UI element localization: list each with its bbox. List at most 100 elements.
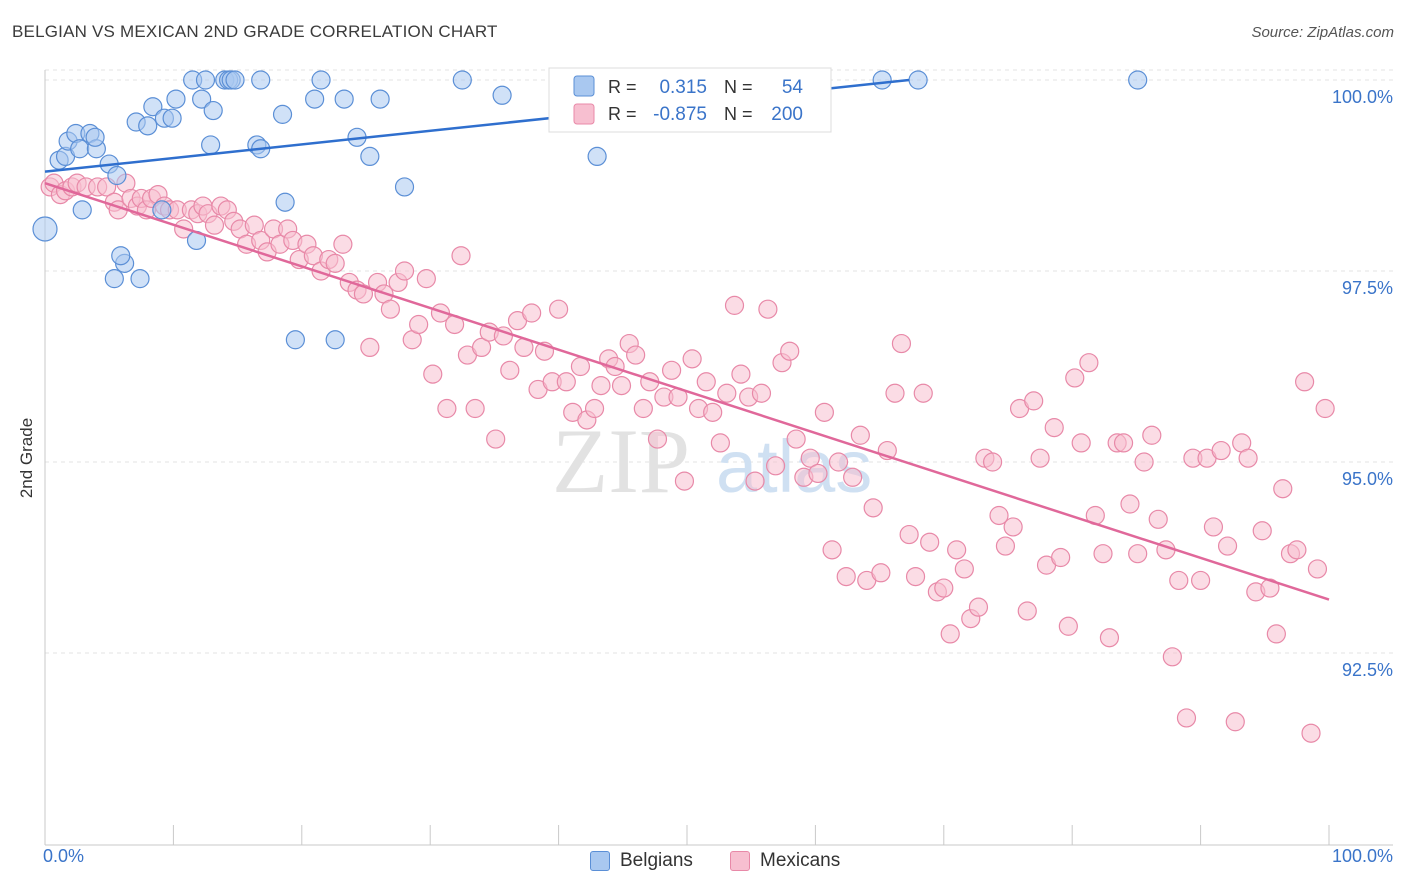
belgian-point bbox=[370, 89, 390, 109]
mexican-point bbox=[758, 299, 778, 319]
mexican-point bbox=[1024, 391, 1044, 411]
y-tick-label: 97.5% bbox=[1342, 278, 1393, 298]
y-tick-labels: 92.5% 95.0% 97.5% 100.0% bbox=[1332, 87, 1393, 680]
mexican-point bbox=[437, 398, 457, 419]
belgian-point bbox=[492, 85, 512, 105]
mexican-point bbox=[940, 624, 960, 644]
legend-label-mexicans: Mexicans bbox=[760, 850, 841, 871]
mexican-points bbox=[40, 173, 1335, 743]
belgian-point bbox=[85, 127, 105, 147]
mexican-point bbox=[1003, 517, 1023, 537]
y-tick-label: 95.0% bbox=[1342, 469, 1393, 489]
mexican-point bbox=[1169, 570, 1189, 591]
legend-mexican-n-value: 200 bbox=[771, 104, 803, 125]
belgian-point bbox=[152, 200, 172, 220]
belgian-point bbox=[72, 200, 92, 220]
mexican-point bbox=[1307, 559, 1328, 579]
mexican-point bbox=[661, 360, 682, 380]
mexican-point bbox=[913, 383, 933, 403]
axes bbox=[44, 70, 1393, 846]
mexican-point bbox=[1128, 544, 1148, 564]
belgian-point bbox=[275, 192, 295, 212]
mexican-point bbox=[836, 566, 856, 587]
mexican-point bbox=[745, 471, 765, 491]
x-tick-label-max: 100.0% bbox=[1332, 846, 1393, 866]
mexican-point bbox=[947, 540, 967, 560]
belgian-point bbox=[70, 139, 90, 159]
mexican-point bbox=[1148, 509, 1168, 529]
mexican-point bbox=[1273, 479, 1293, 499]
belgian-point bbox=[325, 330, 345, 350]
mexican-point bbox=[982, 452, 1003, 472]
belgian-point bbox=[225, 70, 245, 90]
mexican-point bbox=[333, 234, 353, 254]
legend-bottom: Belgians Mexicans bbox=[0, 850, 1406, 880]
legend-belgian-n-label: N = bbox=[724, 77, 753, 97]
belgian-point bbox=[203, 100, 223, 121]
legend-item-mexicans[interactable]: Mexicans bbox=[730, 850, 840, 872]
legend-top: R = 0.315 N = 54 R = -0.875 N = 200 bbox=[548, 67, 832, 133]
mexican-point bbox=[995, 536, 1016, 556]
belgian-point bbox=[130, 269, 150, 289]
belgian-point bbox=[111, 246, 131, 266]
mexican-point bbox=[905, 566, 926, 587]
mexican-point bbox=[1211, 440, 1231, 461]
mexican-point bbox=[863, 498, 883, 518]
mexican-point bbox=[204, 215, 225, 235]
mexican-point bbox=[1266, 624, 1286, 644]
mexican-point bbox=[934, 578, 954, 598]
mexican-point bbox=[968, 597, 989, 617]
watermark: ZIP atlas bbox=[552, 410, 872, 512]
mexican-point bbox=[522, 303, 542, 323]
belgian-point bbox=[162, 108, 182, 128]
mexican-point bbox=[1044, 418, 1064, 438]
mexican-point bbox=[633, 398, 653, 419]
belgian-point bbox=[394, 177, 415, 197]
mexican-point bbox=[1225, 712, 1245, 732]
mexican-point bbox=[416, 269, 436, 289]
mexican-point bbox=[843, 467, 863, 487]
mexican-point bbox=[1058, 616, 1078, 636]
belgian-point bbox=[107, 165, 127, 186]
belgian-point bbox=[195, 70, 216, 90]
belgian-point bbox=[285, 330, 305, 350]
mexican-point bbox=[751, 383, 772, 403]
mexican-point bbox=[786, 429, 806, 449]
belgian-point bbox=[334, 89, 354, 109]
mexican-point bbox=[891, 333, 912, 354]
mexican-point bbox=[325, 253, 345, 273]
mexican-point bbox=[548, 299, 569, 319]
belgian-point bbox=[104, 269, 124, 289]
legend-mexican-r-value: -0.875 bbox=[653, 104, 707, 125]
mexican-point bbox=[717, 383, 737, 403]
mexican-point bbox=[1142, 425, 1162, 445]
belgian-point bbox=[201, 135, 221, 155]
mexican-point bbox=[674, 471, 695, 491]
mexican-point bbox=[409, 314, 429, 335]
mexican-point bbox=[989, 505, 1009, 526]
mexican-point bbox=[647, 429, 668, 449]
legend-item-belgians[interactable]: Belgians bbox=[590, 850, 693, 872]
mexican-point bbox=[570, 356, 591, 377]
x-tick-label-min: 0.0% bbox=[43, 846, 84, 866]
legend-belgian-r-label: R = bbox=[608, 77, 637, 97]
mexican-point bbox=[465, 398, 485, 419]
mexican-point bbox=[682, 349, 702, 369]
mexican-point bbox=[1017, 601, 1037, 621]
mexican-point bbox=[1176, 708, 1197, 728]
mexican-point bbox=[1203, 517, 1224, 537]
mexican-point bbox=[626, 345, 646, 365]
belgian-point bbox=[452, 70, 472, 90]
mexican-point bbox=[696, 372, 716, 392]
belgian-point bbox=[305, 89, 325, 109]
belgian-point bbox=[587, 146, 607, 166]
mexican-trend-line bbox=[44, 181, 1330, 601]
mexican-point bbox=[1099, 628, 1120, 648]
mexican-point bbox=[353, 284, 374, 304]
mexican-point bbox=[584, 398, 605, 419]
mexican-point bbox=[765, 456, 786, 476]
mexican-point bbox=[471, 337, 492, 357]
mexican-point bbox=[1190, 570, 1211, 591]
mexican-point bbox=[954, 559, 974, 579]
